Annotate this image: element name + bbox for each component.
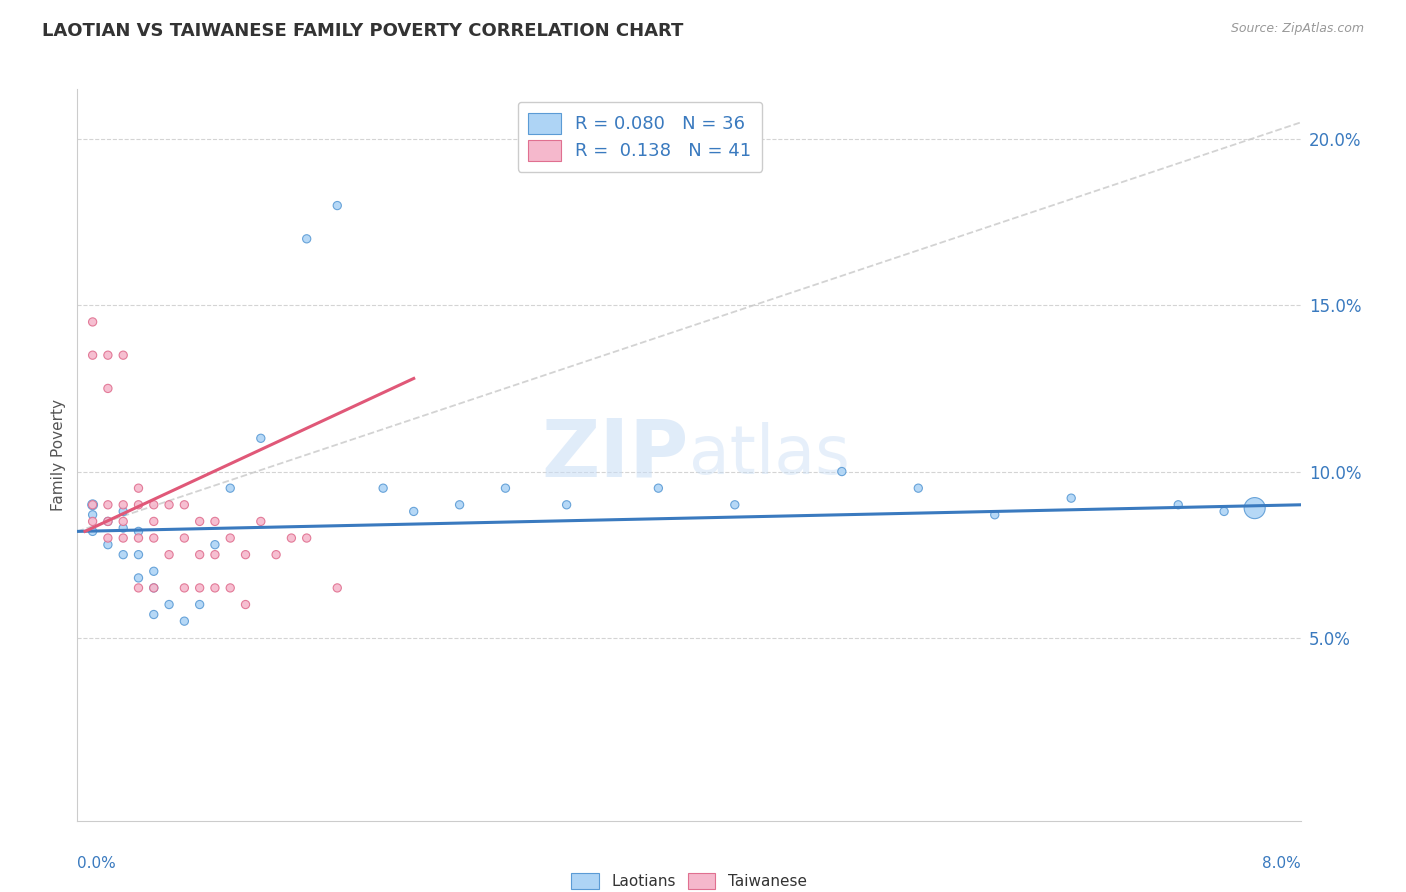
Text: 8.0%: 8.0% (1261, 856, 1301, 871)
Point (82, 498, 104, 512)
Point (82, 498, 104, 512)
Point (142, 607, 165, 622)
Text: Source: ZipAtlas.com: Source: ZipAtlas.com (1230, 22, 1364, 36)
Point (219, 481, 242, 495)
Point (173, 581, 195, 595)
Point (326, 581, 349, 595)
Point (831, 465, 853, 479)
Y-axis label: Family Poverty: Family Poverty (51, 399, 66, 511)
Text: atlas: atlas (689, 422, 849, 488)
Point (127, 548, 149, 562)
Point (112, 548, 135, 562)
Point (112, 521, 135, 535)
Point (112, 531, 135, 545)
Point (188, 581, 211, 595)
Point (264, 548, 287, 562)
Point (142, 531, 165, 545)
Point (127, 571, 149, 585)
Point (142, 515, 165, 529)
Point (188, 598, 211, 612)
Point (82, 315, 104, 329)
Legend: Laotians, Taiwanese: Laotians, Taiwanese (564, 865, 814, 892)
Point (495, 481, 517, 495)
Point (142, 581, 165, 595)
Point (127, 531, 149, 545)
Point (219, 581, 242, 595)
Point (250, 515, 273, 529)
Point (984, 508, 1007, 522)
Point (157, 598, 180, 612)
Point (97, 531, 120, 545)
Point (1213, 504, 1236, 518)
Point (204, 515, 226, 529)
Point (142, 564, 165, 578)
Point (112, 515, 135, 529)
Point (402, 504, 425, 518)
Point (82, 348, 104, 362)
Point (142, 581, 165, 595)
Point (907, 481, 929, 495)
Point (188, 548, 211, 562)
Point (97, 538, 120, 552)
Point (250, 431, 273, 445)
Point (449, 498, 471, 512)
Point (82, 515, 104, 529)
Point (280, 531, 302, 545)
Point (173, 614, 195, 628)
Point (295, 531, 318, 545)
Point (724, 498, 747, 512)
Point (1243, 501, 1265, 516)
Point (219, 531, 242, 545)
Point (97, 515, 120, 529)
Text: ZIP: ZIP (541, 416, 689, 494)
Point (1167, 498, 1189, 512)
Point (157, 548, 180, 562)
Point (82, 524, 104, 539)
Point (555, 498, 578, 512)
Point (235, 598, 257, 612)
Point (326, 198, 349, 212)
Point (1060, 491, 1083, 505)
Point (173, 531, 195, 545)
Point (157, 498, 180, 512)
Point (112, 348, 135, 362)
Text: 0.0%: 0.0% (77, 856, 117, 871)
Point (204, 548, 226, 562)
Point (127, 524, 149, 539)
Point (82, 508, 104, 522)
Point (204, 538, 226, 552)
Point (97, 498, 120, 512)
Point (112, 504, 135, 518)
Point (371, 481, 394, 495)
Point (127, 581, 149, 595)
Point (97, 348, 120, 362)
Point (295, 232, 318, 246)
Text: LAOTIAN VS TAIWANESE FAMILY POVERTY CORRELATION CHART: LAOTIAN VS TAIWANESE FAMILY POVERTY CORR… (42, 22, 683, 40)
Point (127, 481, 149, 495)
Point (142, 498, 165, 512)
Point (97, 381, 120, 395)
Point (188, 515, 211, 529)
Point (112, 498, 135, 512)
Point (204, 581, 226, 595)
Point (647, 481, 669, 495)
Point (127, 498, 149, 512)
Point (97, 515, 120, 529)
Point (235, 548, 257, 562)
Point (173, 498, 195, 512)
